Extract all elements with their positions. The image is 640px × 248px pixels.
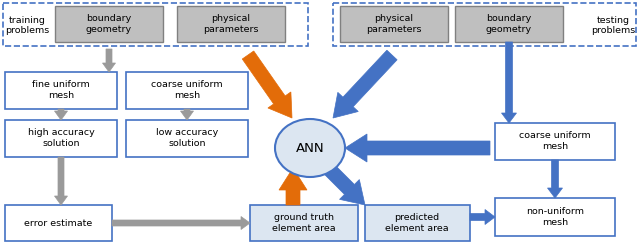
Text: boundary
geometry: boundary geometry (486, 14, 532, 34)
FancyBboxPatch shape (126, 72, 248, 109)
Text: high accuracy
solution: high accuracy solution (28, 128, 94, 148)
Text: error estimate: error estimate (24, 218, 92, 227)
Text: non-uniform
mesh: non-uniform mesh (526, 207, 584, 227)
Text: coarse uniform
mesh: coarse uniform mesh (151, 80, 223, 100)
Text: coarse uniform
mesh: coarse uniform mesh (519, 131, 591, 151)
Text: training
problems: training problems (5, 16, 49, 35)
FancyBboxPatch shape (126, 120, 248, 157)
Text: predicted
element area: predicted element area (385, 213, 449, 233)
Polygon shape (470, 210, 495, 224)
Polygon shape (102, 49, 115, 72)
FancyBboxPatch shape (177, 6, 285, 42)
Text: boundary
geometry: boundary geometry (86, 14, 132, 34)
Text: low accuracy
solution: low accuracy solution (156, 128, 218, 148)
Polygon shape (279, 168, 307, 205)
Text: physical
parameters: physical parameters (204, 14, 259, 34)
Text: physical
parameters: physical parameters (366, 14, 422, 34)
FancyBboxPatch shape (5, 120, 117, 157)
Polygon shape (333, 50, 397, 118)
Polygon shape (112, 217, 250, 229)
Polygon shape (323, 163, 365, 205)
FancyBboxPatch shape (365, 205, 470, 241)
Polygon shape (345, 134, 490, 162)
FancyBboxPatch shape (5, 205, 112, 241)
Polygon shape (54, 109, 67, 120)
FancyBboxPatch shape (55, 6, 163, 42)
Polygon shape (243, 51, 292, 118)
Polygon shape (54, 157, 67, 205)
FancyBboxPatch shape (455, 6, 563, 42)
Text: fine uniform
mesh: fine uniform mesh (32, 80, 90, 100)
FancyBboxPatch shape (340, 6, 448, 42)
Polygon shape (180, 109, 193, 120)
FancyBboxPatch shape (250, 205, 358, 241)
FancyBboxPatch shape (495, 198, 615, 236)
Text: ANN: ANN (296, 142, 324, 155)
FancyBboxPatch shape (495, 123, 615, 160)
FancyBboxPatch shape (5, 72, 117, 109)
Text: testing
problems: testing problems (591, 16, 635, 35)
Polygon shape (502, 42, 516, 123)
Text: ground truth
element area: ground truth element area (272, 213, 336, 233)
Ellipse shape (275, 119, 345, 177)
Polygon shape (547, 160, 563, 198)
